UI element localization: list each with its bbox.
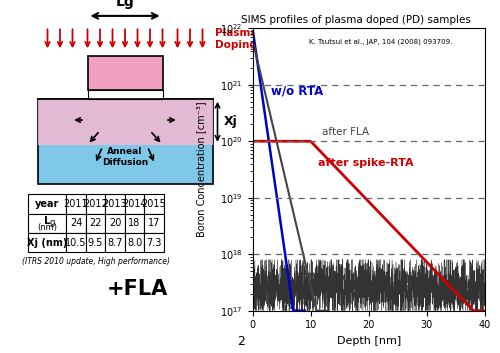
Bar xyxy=(144,194,164,214)
Text: year: year xyxy=(34,199,59,209)
Text: 8.7: 8.7 xyxy=(108,238,122,248)
Bar xyxy=(86,194,106,214)
Bar xyxy=(38,99,212,184)
Text: Plasma
Doping: Plasma Doping xyxy=(215,28,258,50)
Bar xyxy=(125,233,144,252)
Bar xyxy=(38,99,212,145)
Bar xyxy=(106,214,125,233)
Bar xyxy=(66,214,86,233)
Text: SIMS profiles of plasma doped (PD) samples: SIMS profiles of plasma doped (PD) sampl… xyxy=(241,15,471,25)
Bar xyxy=(66,194,86,214)
Text: 17: 17 xyxy=(148,218,160,228)
Text: K. Tsutsui et al., JAP, 104 (2008) 093709.: K. Tsutsui et al., JAP, 104 (2008) 09370… xyxy=(308,38,452,44)
Text: (nm): (nm) xyxy=(37,223,57,232)
Bar xyxy=(106,233,125,252)
Text: Lg: Lg xyxy=(116,0,134,9)
Text: Xj: Xj xyxy=(224,115,237,128)
Text: 2: 2 xyxy=(237,335,245,348)
Bar xyxy=(28,214,66,233)
Text: 10.5: 10.5 xyxy=(66,238,87,248)
Text: 8.0: 8.0 xyxy=(127,238,142,248)
Bar xyxy=(66,233,86,252)
Bar xyxy=(125,194,144,214)
Text: Anneal
Diffusion: Anneal Diffusion xyxy=(102,148,148,167)
Bar xyxy=(88,56,162,90)
Text: 7.3: 7.3 xyxy=(146,238,162,248)
Bar xyxy=(86,233,106,252)
Text: g: g xyxy=(50,219,55,227)
Text: 2012: 2012 xyxy=(83,199,108,209)
Text: w/o RTA: w/o RTA xyxy=(271,85,324,98)
Bar xyxy=(86,214,106,233)
Text: after spike-RTA: after spike-RTA xyxy=(318,158,413,168)
Text: Xj (nm): Xj (nm) xyxy=(26,238,67,248)
Text: (ITRS 2010 update, High performance): (ITRS 2010 update, High performance) xyxy=(22,257,170,265)
Text: 2014: 2014 xyxy=(122,199,147,209)
Bar xyxy=(28,233,66,252)
Text: L: L xyxy=(44,216,50,226)
Text: 22: 22 xyxy=(90,218,102,228)
Bar xyxy=(106,194,125,214)
Text: 2011: 2011 xyxy=(64,199,88,209)
Text: 20: 20 xyxy=(109,218,121,228)
X-axis label: Depth [nm]: Depth [nm] xyxy=(336,336,401,346)
Text: 9.5: 9.5 xyxy=(88,238,103,248)
Text: after FLA: after FLA xyxy=(322,127,370,137)
Text: 2013: 2013 xyxy=(102,199,128,209)
Bar xyxy=(125,214,144,233)
Text: 2015: 2015 xyxy=(142,199,167,209)
Bar xyxy=(88,90,162,99)
Text: 24: 24 xyxy=(70,218,82,228)
Bar xyxy=(144,233,164,252)
Text: 18: 18 xyxy=(128,218,140,228)
Bar xyxy=(144,214,164,233)
Y-axis label: Boron Concentration [cm⁻³]: Boron Concentration [cm⁻³] xyxy=(196,102,206,237)
Bar xyxy=(28,194,66,214)
Text: +FLA: +FLA xyxy=(107,280,168,299)
